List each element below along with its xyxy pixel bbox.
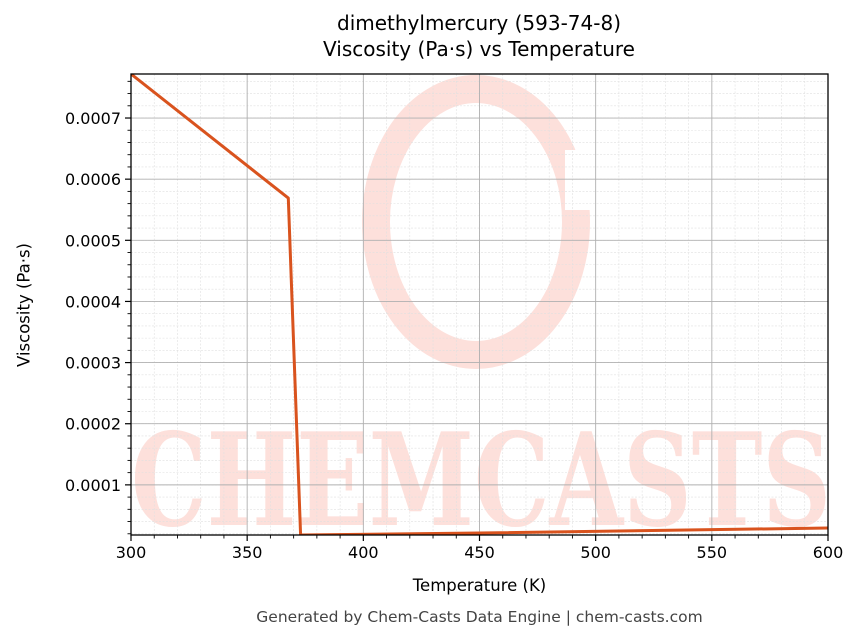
y-axis: 0.0001 0.0002 0.0003 0.0004 0.0005 0.0006 0.00… <box>65 80 131 535</box>
x-tick-label: 550 <box>697 543 728 562</box>
chart-title-line2: Viscosity (Pa·s) vs Temperature <box>323 37 635 61</box>
x-tick-label: 350 <box>232 543 263 562</box>
y-tick-label: 0.0007 <box>65 109 121 128</box>
x-tick-label: 300 <box>116 543 147 562</box>
y-axis-label: Viscosity (Pa·s) <box>14 243 34 367</box>
viscosity-line <box>131 74 828 535</box>
y-tick-label: 0.0006 <box>65 170 121 189</box>
x-tick-label: 500 <box>580 543 611 562</box>
y-tick-label: 0.0002 <box>65 415 121 434</box>
y-tick-label: 0.0005 <box>65 231 121 250</box>
y-tick-label: 0.0004 <box>65 292 121 311</box>
x-axis-label: Temperature (K) <box>412 576 547 595</box>
x-axis: 300 350 400 450 500 550 600 <box>116 535 844 562</box>
x-tick-label: 450 <box>464 543 495 562</box>
y-tick-label: 0.0001 <box>65 476 121 495</box>
chart-title-line1: dimethylmercury (593-74-8) <box>337 11 621 35</box>
footer-credit: Generated by Chem-Casts Data Engine | ch… <box>256 608 703 626</box>
x-tick-label: 600 <box>813 543 844 562</box>
y-tick-label: 0.0003 <box>65 354 121 373</box>
chemcasts-watermark: CHEMCASTS <box>131 75 828 535</box>
x-tick-label: 400 <box>348 543 379 562</box>
